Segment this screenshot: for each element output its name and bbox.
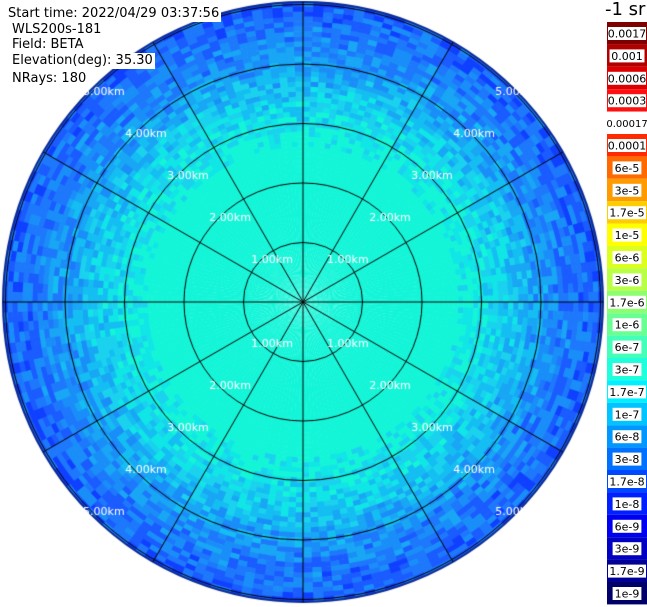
colorbar-label-bg [608,71,646,85]
nrays-label: NRays: 180 [12,71,89,87]
colorbar-label: 1e-5 [615,229,640,242]
colorbar-label-bg [612,587,642,600]
colorbar-label-bg [608,139,646,152]
colorbar-label: 1.7e-9 [609,565,644,578]
field-label: Field: BETA [12,37,86,53]
colorbar-label-bg [608,385,646,399]
colorbar-label-bg [608,116,646,130]
colorbar-label: 0.0003 [608,95,647,108]
colorbar-label: 6e-5 [615,162,640,175]
colorbar-label-bg [612,407,642,421]
colorbar-label-bg [612,452,642,466]
colorbar-label: 1.7e-7 [609,386,644,399]
colorbar-label-bg [608,295,646,309]
colorbar-label-bg [608,564,646,578]
units-label: -1 sr [605,0,646,20]
ppi-heatmap [0,0,607,607]
colorbar-label: 6e-8 [615,431,640,444]
colorbar-label-bg [612,542,642,556]
colorbar-label: 1e-9 [615,588,640,601]
colorbar-label-bg [609,49,645,63]
colorbar-label-bg [612,228,642,242]
colorbar-label-bg [608,27,646,40]
colorbar-label: 3e-9 [615,543,640,556]
colorbar-label-bg [612,363,642,376]
colorbar-label: 3e-6 [615,274,640,287]
colorbar-label-bg [608,475,646,488]
colorbar-label-bg [612,161,642,175]
colorbar-label-bg [612,340,642,354]
colorbar-label: 1.7e-6 [609,296,644,309]
colorbar-label-bg [608,94,646,108]
colorbar-label-bg [612,273,642,287]
colorbar-label-bg [612,318,642,332]
colorbar-label: 1.7e-5 [609,207,644,220]
colorbar-label: 0.00017 [607,119,647,130]
colorbar-label-bg [612,519,642,533]
colorbar-label: 3e-7 [615,364,640,377]
elevation-label: Elevation(deg): 35.30 [12,53,155,69]
colorbar-label-bg [612,430,642,444]
instrument-label: WLS200s-181 [12,22,104,38]
colorbar-label: 1e-6 [615,319,640,332]
colorbar-label: 0.0001 [608,140,647,153]
colorbar-label: 1e-7 [615,408,640,421]
start-time-label: Start time: 2022/04/29 03:37:56 [8,6,222,22]
colorbar: 0.0017 0.001 0.0006 0.0003 0.00017 0.0001 6e-5… [607,22,647,605]
colorbar-label: 6e-7 [615,341,640,354]
colorbar-label: 0.0006 [608,72,647,85]
colorbar-label: 1e-8 [615,498,640,511]
colorbar-label-bg [608,206,646,220]
colorbar-label-bg [612,497,642,511]
colorbar-label: 3e-8 [615,453,640,466]
colorbar-label: 3e-5 [615,184,640,197]
colorbar-label-bg [612,251,642,264]
colorbar-label: 6e-6 [615,252,640,265]
colorbar-label: 6e-9 [615,520,640,533]
colorbar-label: 0.001 [611,50,643,63]
colorbar-label: 1.7e-8 [609,476,644,489]
colorbar-label: 0.0017 [608,28,647,41]
colorbar-label-bg [612,183,642,197]
